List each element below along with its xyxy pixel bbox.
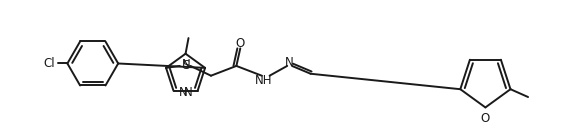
Text: NH: NH	[255, 74, 272, 87]
Text: N: N	[182, 58, 191, 71]
Text: O: O	[481, 112, 490, 125]
Text: S: S	[182, 59, 189, 72]
Text: N: N	[285, 56, 294, 68]
Text: N: N	[184, 86, 193, 99]
Text: N: N	[178, 86, 187, 99]
Text: Cl: Cl	[43, 57, 54, 70]
Text: O: O	[236, 37, 245, 50]
